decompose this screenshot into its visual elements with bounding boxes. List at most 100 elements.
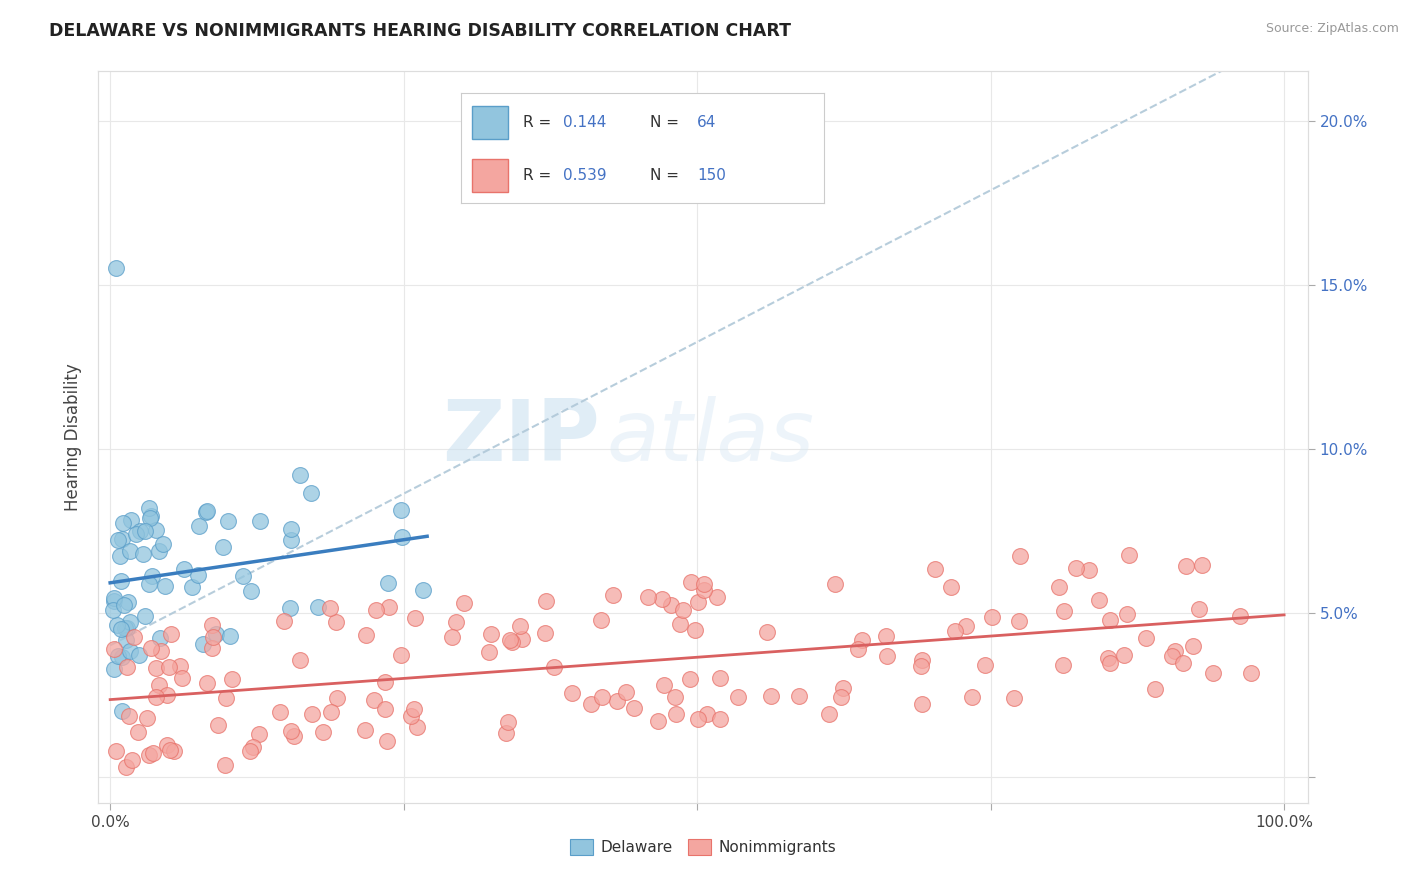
- Point: [115, 620, 138, 634]
- Point: [1099, 613, 1122, 627]
- Point: [205, 627, 228, 641]
- Point: [1087, 593, 1109, 607]
- Point: [138, 500, 160, 515]
- Point: [319, 601, 342, 615]
- Point: [159, 626, 181, 640]
- Point: [688, 712, 710, 726]
- Point: [672, 603, 695, 617]
- Point: [1174, 558, 1197, 573]
- Point: [374, 701, 396, 715]
- Point: [249, 514, 271, 528]
- Point: [111, 704, 134, 718]
- Point: [115, 660, 138, 674]
- Point: [138, 511, 160, 525]
- Point: [163, 744, 186, 758]
- Point: [280, 533, 302, 548]
- Point: [679, 672, 702, 686]
- Point: [120, 513, 142, 527]
- Point: [980, 610, 1002, 624]
- Point: [325, 615, 347, 629]
- Point: [709, 671, 731, 685]
- Point: [173, 562, 195, 576]
- Point: [118, 708, 141, 723]
- Point: [134, 609, 156, 624]
- Point: [501, 635, 523, 649]
- Point: [299, 486, 322, 500]
- Point: [651, 592, 673, 607]
- Point: [207, 718, 229, 732]
- Point: [108, 549, 131, 564]
- Point: [156, 738, 179, 752]
- Point: [129, 524, 152, 538]
- Point: [290, 653, 312, 667]
- Point: [876, 649, 898, 664]
- Point: [401, 709, 423, 723]
- Point: [960, 690, 983, 705]
- Point: [278, 601, 301, 615]
- Point: [377, 576, 399, 591]
- Point: [169, 659, 191, 673]
- Point: [911, 653, 934, 667]
- Point: [686, 594, 709, 608]
- Point: [939, 580, 962, 594]
- Point: [242, 739, 264, 754]
- Point: [201, 640, 224, 655]
- Point: [319, 705, 342, 719]
- Point: [1118, 549, 1140, 563]
- Point: [665, 706, 688, 721]
- Point: [727, 690, 749, 704]
- Point: [453, 596, 475, 610]
- Point: [1097, 650, 1119, 665]
- Point: [404, 611, 426, 625]
- Point: [1078, 564, 1101, 578]
- Point: [1053, 604, 1076, 618]
- Point: [135, 711, 157, 725]
- Point: [693, 583, 716, 598]
- Text: DELAWARE VS NONIMMIGRANTS HEARING DISABILITY CORRELATION CHART: DELAWARE VS NONIMMIGRANTS HEARING DISABI…: [49, 22, 792, 40]
- Point: [851, 632, 873, 647]
- Point: [107, 533, 129, 548]
- Point: [188, 519, 211, 533]
- Point: [288, 467, 311, 482]
- Point: [221, 672, 243, 686]
- Point: [110, 574, 132, 588]
- Point: [103, 591, 125, 606]
- Point: [478, 645, 501, 659]
- Point: [412, 583, 434, 598]
- Point: [104, 743, 127, 757]
- Point: [112, 598, 135, 612]
- Point: [111, 649, 134, 664]
- Point: [191, 637, 214, 651]
- Point: [591, 690, 613, 705]
- Point: [1188, 602, 1211, 616]
- Point: [238, 744, 260, 758]
- Point: [201, 618, 224, 632]
- Point: [118, 615, 141, 629]
- Point: [974, 658, 997, 673]
- Point: [818, 707, 841, 722]
- Point: [955, 619, 977, 633]
- Point: [1240, 665, 1263, 680]
- Point: [155, 579, 177, 593]
- Point: [391, 530, 413, 544]
- Point: [240, 584, 263, 599]
- Point: [215, 690, 238, 705]
- Point: [273, 614, 295, 628]
- Point: [145, 524, 167, 538]
- Point: [111, 516, 134, 531]
- Point: [363, 693, 385, 707]
- Point: [824, 577, 846, 591]
- Point: [602, 588, 624, 602]
- Point: [103, 663, 125, 677]
- Point: [943, 624, 966, 639]
- Point: [105, 618, 128, 632]
- Point: [495, 725, 517, 739]
- Point: [145, 661, 167, 675]
- Point: [138, 747, 160, 762]
- Point: [389, 503, 412, 517]
- Point: [1171, 657, 1194, 671]
- Point: [1202, 665, 1225, 680]
- Point: [832, 681, 855, 695]
- Point: [107, 648, 129, 663]
- Point: [693, 576, 716, 591]
